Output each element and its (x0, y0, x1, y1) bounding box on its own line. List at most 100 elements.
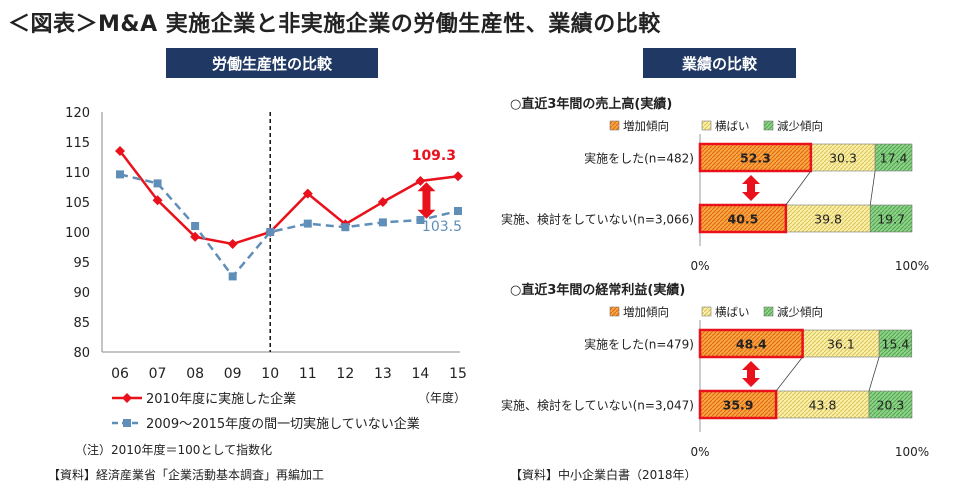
series-2-point (341, 223, 350, 232)
series-1-point (227, 239, 238, 249)
highlight-box (698, 203, 788, 234)
y-tick-label: 85 (73, 316, 90, 331)
axis-label-100: 100% (895, 259, 929, 273)
series-2-point (454, 207, 462, 215)
bar-value-label: 30.3 (829, 151, 857, 166)
series-2-point (266, 228, 275, 236)
x-tick-label: 10 (261, 366, 279, 382)
svg-text:減少傾向: 減少傾向 (777, 119, 823, 133)
series-2-point (191, 222, 200, 230)
connector-line (785, 170, 812, 206)
bar-value-label: 43.8 (809, 398, 837, 413)
series-2-point (303, 219, 312, 228)
axis-label-0: 0% (690, 445, 709, 459)
chart-note: （注）2010年度＝100として指数化 (75, 443, 273, 457)
bar-segment-3 (869, 204, 913, 233)
page-title: ＜図表＞M&A 実施企業と非実施企業の労働生産性、業績の比較 (8, 12, 661, 37)
series-1-point (377, 197, 388, 207)
y-tick-label: 95 (73, 256, 90, 271)
bar-segment-1 (699, 329, 803, 358)
axis-label-0: 0% (690, 259, 709, 273)
highlight-box (698, 142, 813, 173)
bar-value-label: 36.1 (827, 337, 855, 352)
legend-item-2: 2009～2015年度の間一切実施していない企業 (112, 416, 420, 432)
bar-value-label: 15.4 (882, 337, 910, 352)
svg-text:増加傾向: 増加傾向 (623, 119, 669, 133)
bar-chart-title: ○直近3年間の売上高(実績) (510, 96, 672, 112)
series-2-point (153, 179, 162, 188)
connector-line (869, 170, 876, 206)
bar-legend-item: 増加傾向 (609, 119, 669, 133)
left-source: 【資料】経済産業省「企業活動基本調査」再編加工 (48, 468, 325, 482)
axis-label-100: 100% (895, 445, 929, 459)
y-tick-label: 115 (65, 136, 90, 151)
bar-segment-3 (878, 329, 913, 358)
series-2-point (378, 218, 387, 227)
svg-text:横ばい: 横ばい (715, 305, 750, 319)
legend-item-1: 2010年度に実施した企業 (112, 391, 296, 407)
x-tick-label: 11 (299, 366, 317, 382)
series-2-point (416, 216, 425, 224)
x-tick-label: 12 (336, 366, 354, 382)
series-line-2 (119, 173, 459, 279)
gap-arrow-icon (742, 361, 760, 387)
y-tick-label: 120 (65, 106, 90, 121)
series-1-point (152, 195, 163, 206)
line-chart: 80 85 90 95 100 105 110 115 120 06 07 08 09 10 11 12 13 1… (65, 106, 467, 432)
bar-value-label: 39.8 (814, 212, 842, 227)
bar-segment-3 (874, 143, 913, 172)
series-1-point (115, 146, 125, 156)
bar-category-label: 実施をした(n=482) (584, 151, 694, 166)
x-tick-label: 09 (224, 366, 242, 382)
bar-value-label: 48.4 (736, 337, 767, 352)
bar-value-label: 52.3 (740, 151, 771, 166)
gap-arrow-icon (742, 175, 760, 201)
legend-label: 2009～2015年度の間一切実施していない企業 (146, 416, 420, 432)
bar-category-label: 実施、検討をしていない(n=3,066) (501, 212, 694, 227)
series-1-point (453, 171, 463, 182)
bar-legend-item: 横ばい (701, 119, 750, 133)
bar-value-label: 17.4 (880, 151, 908, 166)
series-2-point (228, 272, 237, 281)
connector-line (868, 356, 880, 392)
x-tick-label: 07 (149, 366, 167, 382)
x-tick-label: 13 (374, 366, 392, 382)
end-label-series-2: 103.5 (422, 219, 462, 235)
connector-line (775, 356, 803, 392)
bar-legend-item: 減少傾向 (763, 119, 823, 133)
highlight-box (698, 328, 804, 359)
bar-value-label: 20.3 (877, 398, 905, 413)
svg-text:増加傾向: 増加傾向 (623, 305, 669, 319)
y-tick-label: 90 (73, 286, 90, 301)
bar-category-label: 実施をした(n=479) (584, 337, 694, 352)
end-label-series-1: 109.3 (412, 148, 456, 164)
right-section-header: 業績の比較 (643, 48, 796, 78)
bar-value-label: 40.5 (728, 212, 759, 227)
bar-chart-title: ○直近3年間の経常利益(実績) (510, 282, 685, 298)
bar-category-label: 実施、検討をしていない(n=3,047) (501, 398, 694, 413)
gap-arrow-icon (417, 182, 436, 219)
y-tick-label: 105 (65, 196, 90, 211)
bar-segment-1 (699, 390, 777, 419)
y-tick-label: 100 (65, 226, 90, 241)
bar-legend-item: 減少傾向 (763, 305, 823, 319)
left-section-header: 労働生産性の比較 (166, 48, 378, 78)
x-tick-label: 08 (186, 366, 204, 382)
y-tick-label: 80 (73, 346, 90, 361)
right-source: 【資料】中小企業白書（2018年） (510, 468, 697, 482)
series-1-point (190, 231, 201, 242)
bar-legend-item: 横ばい (701, 305, 750, 319)
x-tick-label: 06 (111, 366, 129, 382)
y-tick-label: 110 (65, 166, 90, 181)
bar-segment-3 (868, 390, 913, 419)
svg-text:横ばい: 横ばい (715, 119, 750, 133)
bar-value-label: 19.7 (877, 212, 905, 227)
x-tick-label: 15 (449, 366, 467, 382)
x-unit-label: （年度） (418, 390, 466, 405)
x-tick-label: 14 (412, 366, 430, 382)
series-2-point (116, 170, 124, 179)
bar-legend-item: 増加傾向 (609, 305, 669, 319)
series-1-point (302, 188, 313, 199)
